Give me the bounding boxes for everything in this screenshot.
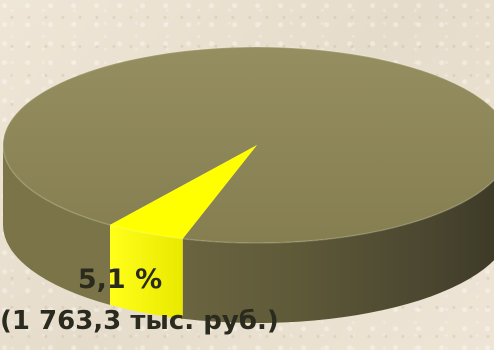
slice-percent-label: 5,1 % [77,264,163,295]
pie-rim [2,46,494,244]
slice-amount-label: (1 763,3 тыс. руб.) [0,306,279,336]
slice-side-highlight [110,224,183,319]
slice-top-highlight [110,145,257,239]
slice-side-main-left [3,145,111,305]
slice-top-main [3,47,494,243]
slice-side-main [182,180,494,323]
